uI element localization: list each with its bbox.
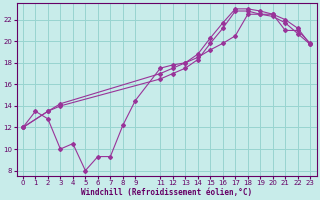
X-axis label: Windchill (Refroidissement éolien,°C): Windchill (Refroidissement éolien,°C) (81, 188, 252, 197)
